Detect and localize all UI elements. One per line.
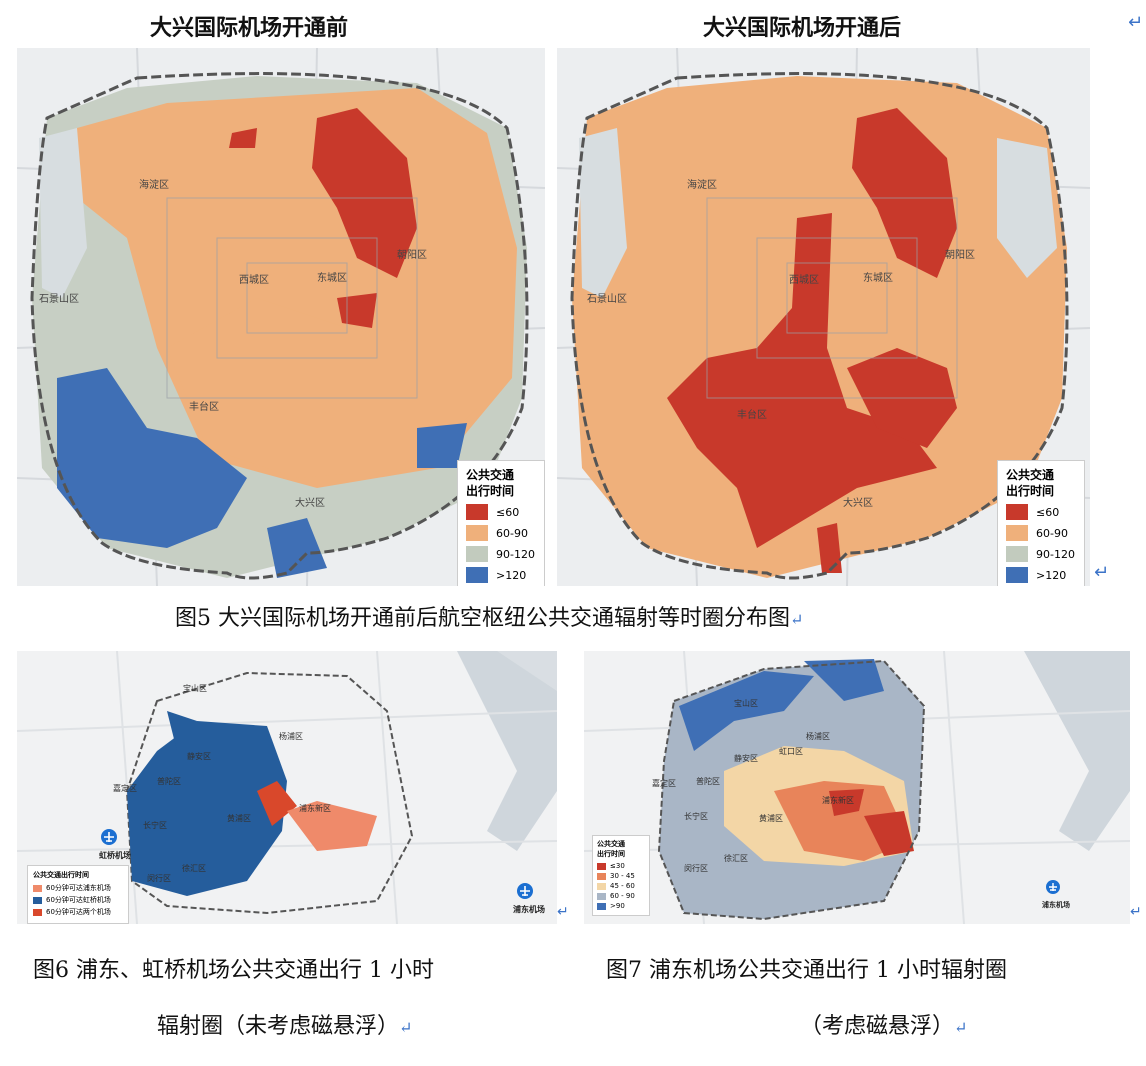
return-mark-icon: ↵ bbox=[557, 904, 569, 920]
label-dongcheng: 东城区 bbox=[317, 271, 347, 284]
legend-swatch bbox=[466, 567, 488, 583]
legend-item: >120 bbox=[1006, 567, 1076, 583]
legend-item: ≤60 bbox=[466, 504, 536, 520]
figure-7-caption-line1: 图7 浦东机场公共交通出行 1 小时辐射圈 bbox=[606, 958, 1007, 983]
legend-item: 60分钟可达虹桥机场 bbox=[33, 895, 123, 905]
legend-fig7: 公共交通 出行时间 ≤30 30 - 45 45 - 60 60 - 90 >90 bbox=[592, 835, 650, 916]
label-pudong-airport: 浦东机场 bbox=[513, 904, 545, 914]
airplane-icon bbox=[517, 883, 533, 899]
legend-after: 公共交通 出行时间 ≤60 60-90 90-120 >120 bbox=[997, 460, 1085, 586]
legend-item: 45 - 60 bbox=[597, 882, 645, 890]
left-map-title: 大兴国际机场开通前 bbox=[150, 16, 349, 41]
label-district: 徐汇区 bbox=[724, 853, 748, 863]
legend-swatch bbox=[597, 892, 606, 900]
legend-item: 60-90 bbox=[1006, 525, 1076, 541]
label-district: 嘉定区 bbox=[113, 783, 137, 793]
figure-7-caption-line2: （考虑磁悬浮）↵ bbox=[800, 1014, 968, 1039]
legend-item: >90 bbox=[597, 902, 645, 910]
label-district: 浦东新区 bbox=[822, 795, 854, 805]
label-district: 宝山区 bbox=[183, 683, 207, 693]
label-district: 闵行区 bbox=[684, 863, 708, 873]
label-shijingshan: 石景山区 bbox=[39, 293, 79, 305]
legend-item: 60 - 90 bbox=[597, 892, 645, 900]
legend-item: >120 bbox=[466, 567, 536, 583]
legend-swatch bbox=[466, 546, 488, 562]
label-district: 浦东新区 bbox=[299, 803, 331, 813]
label-fengtai: 丰台区 bbox=[737, 408, 767, 421]
label-xicheng: 西城区 bbox=[239, 274, 269, 286]
legend-swatch bbox=[33, 884, 42, 892]
return-mark-icon: ↵ bbox=[1094, 562, 1110, 583]
legend-swatch bbox=[1006, 567, 1028, 583]
label-chaoyang: 朝阳区 bbox=[397, 249, 427, 261]
legend-item: 90-120 bbox=[1006, 546, 1076, 562]
label-district: 黄浦区 bbox=[759, 813, 783, 823]
label-district: 静安区 bbox=[734, 753, 758, 763]
legend-swatch bbox=[597, 872, 606, 880]
legend-title: 公共交通出行时间 bbox=[466, 468, 515, 498]
label-district: 杨浦区 bbox=[279, 731, 303, 741]
label-daxing: 大兴区 bbox=[843, 496, 873, 509]
legend-item: ≤60 bbox=[1006, 504, 1076, 520]
airplane-icon bbox=[101, 829, 117, 845]
legend-item: ≤30 bbox=[597, 862, 645, 870]
beijing-map-before: 海淀区 朝阳区 西城区 东城区 石景山区 丰台区 大兴区 公共交通 出行时间 ≤6… bbox=[17, 48, 545, 586]
return-mark-icon: ↵ bbox=[1128, 12, 1144, 33]
legend-item: 60-90 bbox=[466, 525, 536, 541]
label-district: 长宁区 bbox=[143, 820, 167, 830]
legend-swatch bbox=[33, 896, 42, 904]
legend-title: 公共交通出行时间 bbox=[1006, 468, 1055, 498]
label-district: 普陀区 bbox=[157, 776, 181, 786]
return-mark-icon: ↵ bbox=[1130, 904, 1142, 920]
label-dongcheng: 东城区 bbox=[863, 271, 893, 284]
shanghai-map-fig6: 宝山区 静安区 普陀区 嘉定区 长宁区 黄浦区 徐汇区 浦东新区 杨浦区 闵行区… bbox=[17, 651, 557, 924]
label-district: 黄浦区 bbox=[227, 813, 251, 823]
legend-before: 公共交通 出行时间 ≤60 60-90 90-120 >120 bbox=[457, 460, 545, 586]
label-xicheng: 西城区 bbox=[789, 274, 819, 286]
legend-item: 30 - 45 bbox=[597, 872, 645, 880]
legend-item: 60分钟可达浦东机场 bbox=[33, 883, 123, 893]
legend-title: 公共交通出行时间 bbox=[597, 840, 625, 858]
airplane-icon bbox=[1046, 880, 1060, 894]
legend-title: 公共交通出行时间 bbox=[33, 871, 89, 879]
label-district: 宝山区 bbox=[734, 698, 758, 708]
label-district: 杨浦区 bbox=[806, 731, 830, 741]
legend-swatch bbox=[33, 908, 42, 916]
legend-item: 90-120 bbox=[466, 546, 536, 562]
right-map-title: 大兴国际机场开通后 bbox=[703, 16, 902, 41]
label-hongqiao-airport: 虹桥机场 bbox=[99, 850, 131, 860]
label-pudong-airport: 浦东机场 bbox=[1042, 900, 1070, 909]
label-shijingshan: 石景山区 bbox=[587, 293, 627, 305]
label-haidian: 海淀区 bbox=[687, 178, 717, 191]
label-district: 闵行区 bbox=[147, 873, 171, 883]
figure-5-caption: 图5 大兴国际机场开通前后航空枢纽公共交通辐射等时圈分布图↵ bbox=[175, 606, 804, 631]
legend-fig6: 公共交通出行时间 60分钟可达浦东机场 60分钟可达虹桥机场 60分钟可达两个机… bbox=[27, 865, 129, 924]
legend-swatch bbox=[597, 882, 606, 890]
label-district: 嘉定区 bbox=[652, 778, 676, 788]
label-haidian: 海淀区 bbox=[139, 178, 169, 191]
label-district: 长宁区 bbox=[684, 811, 708, 821]
legend-swatch bbox=[597, 902, 606, 910]
label-district: 静安区 bbox=[187, 751, 211, 761]
legend-item: 60分钟可达两个机场 bbox=[33, 907, 123, 917]
label-district: 虹口区 bbox=[779, 747, 803, 756]
label-chaoyang: 朝阳区 bbox=[945, 249, 975, 261]
legend-swatch bbox=[1006, 546, 1028, 562]
legend-swatch bbox=[1006, 525, 1028, 541]
shanghai-map-fig7: 宝山区 杨浦区 虹口区 静安区 普陀区 嘉定区 长宁区 黄浦区 浦东新区 徐汇区… bbox=[584, 651, 1130, 924]
figure-6-caption-line2: 辐射圈（未考虑磁悬浮）↵ bbox=[157, 1014, 413, 1039]
label-district: 普陀区 bbox=[696, 776, 720, 786]
label-district: 徐汇区 bbox=[182, 863, 206, 873]
legend-swatch bbox=[1006, 504, 1028, 520]
legend-swatch bbox=[466, 504, 488, 520]
label-daxing: 大兴区 bbox=[295, 496, 325, 509]
legend-swatch bbox=[466, 525, 488, 541]
legend-swatch bbox=[597, 862, 606, 870]
figure-6-caption-line1: 图6 浦东、虹桥机场公共交通出行 1 小时 bbox=[33, 958, 434, 983]
beijing-map-after: 海淀区 朝阳区 西城区 东城区 石景山区 丰台区 大兴区 公共交通 出行时间 ≤6… bbox=[557, 48, 1090, 586]
label-fengtai: 丰台区 bbox=[189, 400, 219, 413]
